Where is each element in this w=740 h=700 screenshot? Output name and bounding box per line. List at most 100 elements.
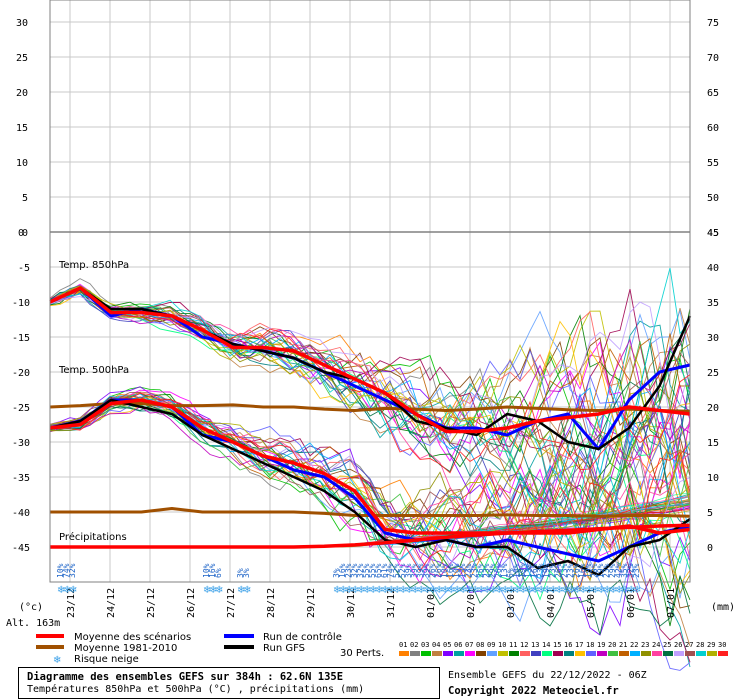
date-tick-label: 06/01 xyxy=(626,588,637,618)
snowflake-icon: ❄ xyxy=(243,585,251,596)
date-tick-label: 01/01 xyxy=(426,588,437,618)
left-tick-label: -25 xyxy=(12,403,30,414)
member-line xyxy=(49,394,691,582)
snow-risk-pct: 26% xyxy=(572,563,581,578)
snowflake-icon: ❄ xyxy=(621,585,629,596)
snow-risk-pct: 16% xyxy=(338,563,347,578)
snowflake-icon: ❄ xyxy=(507,585,515,596)
snow-risk-pct: 52% xyxy=(392,563,401,578)
snow-risk-pct: 26% xyxy=(428,563,437,578)
pert-swatch xyxy=(509,651,519,656)
date-tick-label: 05/01 xyxy=(586,588,597,618)
member-line xyxy=(49,288,691,450)
left-tick-label: -5 xyxy=(18,263,30,274)
snowflake-icon: ❄ xyxy=(549,585,557,596)
snowflake-icon: ❄ xyxy=(209,585,217,596)
snow-risk-pct: 61% xyxy=(380,563,389,578)
snowflake-icon: ❄ xyxy=(363,585,371,596)
snow-risk-pct: 23% xyxy=(560,563,569,578)
snowflake-icon: ❄ xyxy=(381,585,389,596)
snow-risk-pct: 10% xyxy=(440,563,449,578)
left-tick-label: 20 xyxy=(16,88,28,99)
pert-number: 26 xyxy=(674,641,682,649)
snow-risk-pct: 19% xyxy=(542,563,551,578)
pert-swatch xyxy=(619,651,629,656)
member-line xyxy=(49,392,691,572)
pert-swatch xyxy=(542,651,552,656)
member-line xyxy=(49,352,691,557)
snowflake-icon: ❄ xyxy=(423,585,431,596)
footer-box: Diagramme des ensembles GEFS sur 384h : … xyxy=(18,667,440,699)
snowflake-icon: ❄ xyxy=(435,585,443,596)
member-line xyxy=(49,287,691,465)
snow-risk-pct: 10% xyxy=(452,563,461,578)
member-line xyxy=(49,286,691,472)
snow-risk-pct: 16% xyxy=(530,563,539,578)
snow-risk-pct: 42% xyxy=(614,563,623,578)
snowflake-icon: ❄ xyxy=(585,585,593,596)
pert-swatch xyxy=(454,651,464,656)
snow-risk-pct: 13% xyxy=(500,563,509,578)
snow-risk-pct: 65% xyxy=(374,563,383,578)
date-tick-label: 24/12 xyxy=(106,588,117,618)
snow-risk-pct: 55% xyxy=(362,563,371,578)
right-tick-label: 30 xyxy=(707,333,719,344)
pert-number: 10 xyxy=(498,641,506,649)
snowflake-icon: ❄ xyxy=(441,585,449,596)
pert-number: 13 xyxy=(531,641,539,649)
snow-risk-pct: 23% xyxy=(470,563,479,578)
main-lines xyxy=(49,286,692,577)
pert-swatch xyxy=(652,651,662,656)
snow-risk-pct: 3% xyxy=(236,568,245,578)
run-info: Ensemble GEFS du 22/12/2022 - 06Z xyxy=(448,670,647,681)
left-axis-unit: (°c) xyxy=(19,602,43,613)
snow-risk-pct: 29% xyxy=(488,563,497,578)
pert-number: 11 xyxy=(509,641,517,649)
snowflake-icon: ❄ xyxy=(369,585,377,596)
right-tick-label: 70 xyxy=(707,53,719,64)
pert-number: 14 xyxy=(542,641,550,649)
snowflake-icon: ❄ xyxy=(567,585,575,596)
pert-swatch xyxy=(498,651,508,656)
snowflake-icon: ❄ xyxy=(237,585,245,596)
left-tick-label: 5 xyxy=(22,193,28,204)
snow-risk-pct: 23% xyxy=(536,563,545,578)
snow-risk-pct: 55% xyxy=(368,563,377,578)
snowflake-icon: ❄ xyxy=(591,585,599,596)
snowflake-icon: ❄ xyxy=(417,585,425,596)
pert-number: 12 xyxy=(520,641,528,649)
pert-number: 02 xyxy=(410,641,418,649)
snow-risk-pct: 32% xyxy=(350,563,359,578)
copyright: Copyright 2022 Meteociel.fr xyxy=(448,685,619,697)
snowflake-icon: ❄ xyxy=(477,585,485,596)
left-tick-label: -45 xyxy=(12,543,30,554)
pert-swatch xyxy=(718,651,728,656)
snowflake-icon: ❄ xyxy=(633,585,641,596)
date-tick-label: 29/12 xyxy=(306,588,317,618)
pert-number: 29 xyxy=(707,641,715,649)
snowflake-icon: ❄ xyxy=(405,585,413,596)
snowflake-icon: ❄ xyxy=(615,585,623,596)
snow-risk-pct: 39% xyxy=(422,563,431,578)
snow-risk-pct: 6% xyxy=(506,568,515,578)
pert-swatch xyxy=(399,651,409,656)
right-tick-label: 25 xyxy=(707,368,719,379)
snow-risk-pct: 13% xyxy=(458,563,467,578)
right-tick-label: 5 xyxy=(707,508,713,519)
snow-risk-pct: 19% xyxy=(584,563,593,578)
pert-number: 16 xyxy=(564,641,572,649)
right-tick-label: 10 xyxy=(707,473,719,484)
snow-risk-pct: 23% xyxy=(344,563,353,578)
snow-risk-pct: 32% xyxy=(356,563,365,578)
left-tick-label: -40 xyxy=(12,508,30,519)
grid xyxy=(50,0,690,582)
snow-risk-pct: 23% xyxy=(464,563,473,578)
left-tick-label: -35 xyxy=(12,473,30,484)
member-line xyxy=(49,286,691,508)
right-tick-label: 20 xyxy=(707,403,719,414)
snowflake-icon: ❄ xyxy=(429,585,437,596)
pert-swatch xyxy=(597,651,607,656)
snow-risk-pct: 23% xyxy=(548,563,557,578)
pert-swatch xyxy=(465,651,475,656)
snow-risk-pct: 26% xyxy=(494,563,503,578)
